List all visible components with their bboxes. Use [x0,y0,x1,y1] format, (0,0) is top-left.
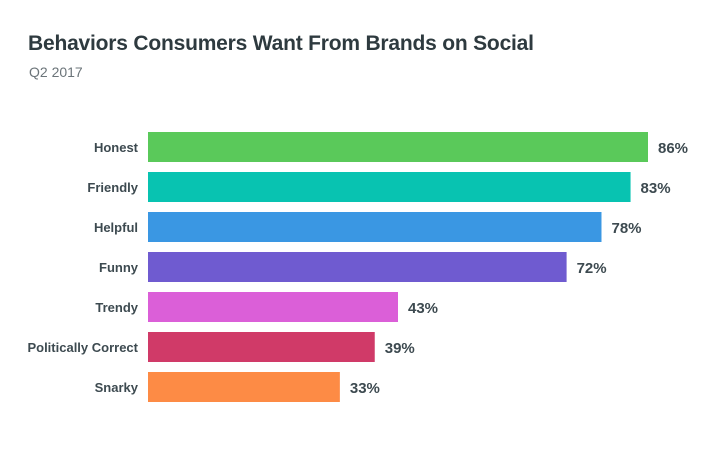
value-label: 83% [641,180,671,197]
bar-friendly [148,172,631,202]
bar-snarky [148,372,340,402]
chart-title: Behaviors Consumers Want From Brands on … [28,32,534,55]
value-label: 86% [658,140,688,157]
bar-trendy [148,292,398,322]
category-label: Politically Correct [27,340,138,355]
bar-politically-correct [148,332,375,362]
value-label: 72% [577,260,607,277]
value-label: 43% [408,300,438,317]
bar-honest [148,132,648,162]
bar-funny [148,252,567,282]
category-label: Trendy [95,300,138,315]
category-label: Snarky [95,380,139,395]
category-label: Funny [99,260,139,275]
category-label: Friendly [87,180,138,195]
value-label: 39% [385,340,415,357]
chart-subtitle: Q2 2017 [29,64,83,80]
category-label: Helpful [94,220,138,235]
bar-helpful [148,212,602,242]
category-label: Honest [94,140,139,155]
value-label: 33% [350,380,380,397]
value-label: 78% [611,220,641,237]
